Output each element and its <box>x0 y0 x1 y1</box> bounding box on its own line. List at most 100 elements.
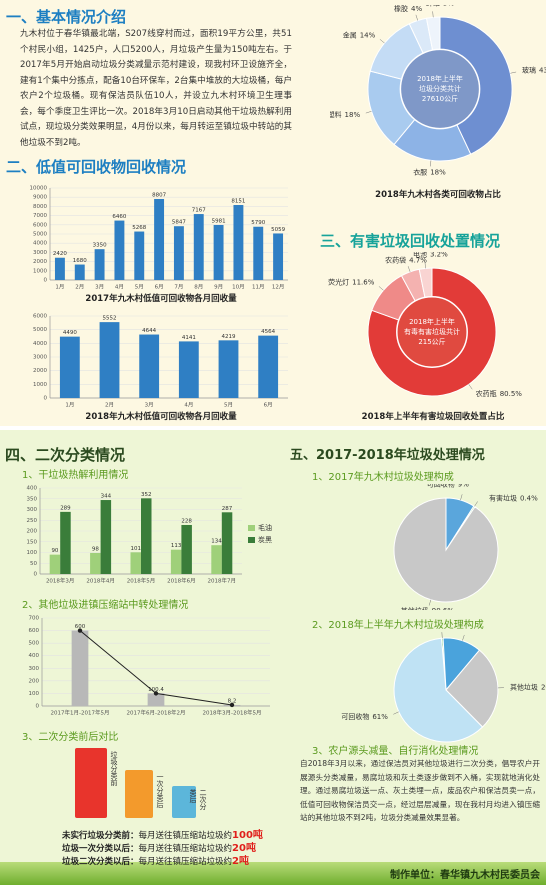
slice-value: 11.6% <box>352 278 375 286</box>
y-tick-label: 7000 <box>33 213 47 219</box>
leader-line <box>429 160 432 167</box>
chart-title: 2018年九木村低值可回收物各月回收量 <box>85 412 237 422</box>
slice-label: 金属 14% <box>343 30 376 39</box>
bar-chart: 0 1000 2000 3000 4000 5000 6000 7000 8000 9000 100… <box>30 186 288 291</box>
value-label: 4564 <box>261 329 275 335</box>
bar <box>233 205 244 280</box>
bar <box>71 630 89 706</box>
slice-value: 80.5% <box>500 390 523 398</box>
y-tick-label: 150 <box>27 539 38 545</box>
slice-category: 玻璃 <box>522 66 536 75</box>
bin-icon <box>125 770 153 818</box>
slice-value: 90.6% <box>432 607 455 610</box>
slice-value: 14% <box>360 31 376 39</box>
center-label: 2018年上半年 <box>417 74 463 83</box>
x-tick-label: 11月 <box>252 284 265 291</box>
x-tick-label: 9月 <box>214 284 223 291</box>
value-label: 134 <box>211 539 222 545</box>
chart-title: 2018年九木村各类可回收物占比 <box>375 190 501 200</box>
bar <box>134 231 145 280</box>
slice-label: 橡胶 4% <box>394 5 422 13</box>
bar <box>94 249 105 280</box>
y-tick-label: 0 <box>34 572 38 578</box>
value-label: 600 <box>75 624 86 630</box>
slice-category: 可回收物 <box>341 712 369 721</box>
bar-chart: 0 100 200 300 400 500 600 700 2017年1月-2017年5月 600… <box>29 616 270 717</box>
y-tick-label: 100 <box>27 550 38 556</box>
sub-title: 2、其他垃圾进镇压缩站中转处理情况 <box>22 600 189 611</box>
sub-title: 1、2017年九木村垃圾处理构成 <box>312 472 454 483</box>
y-tick-label: 1000 <box>33 382 47 388</box>
bin-icon <box>75 748 107 818</box>
trend-point <box>153 691 159 696</box>
value-label: 5981 <box>212 218 226 224</box>
comparison-unit: 吨 <box>245 843 256 854</box>
bar <box>213 224 224 280</box>
legend-swatch <box>248 537 255 543</box>
x-tick-label: 5月 <box>224 402 233 409</box>
bar <box>170 549 182 574</box>
x-tick-label: 2018年3月-2018年5月 <box>203 709 262 717</box>
x-tick-label: 3月 <box>95 284 104 291</box>
bar <box>59 336 80 398</box>
value-label: 8151 <box>231 199 245 205</box>
leader-line <box>468 384 473 390</box>
x-tick-label: 3月 <box>145 402 154 409</box>
closing-text: 自2018年3月以来，通过保洁员对其他垃圾进行二次分类，倡导农户开展源头分类减量… <box>300 759 540 822</box>
pie-slice <box>393 637 484 743</box>
y-tick-label: 2000 <box>33 368 47 374</box>
sub-title: 1、干垃圾热解利用情况 <box>22 470 129 481</box>
x-tick-label: 2月 <box>75 284 84 291</box>
pie-slice <box>445 649 499 728</box>
pie-chart: 玻璃43%衣服18%塑料18%金属14%橡胶4%纤维3%2018年上半年垃圾分类… <box>330 5 546 176</box>
pie-center <box>396 296 468 368</box>
bar <box>273 233 284 280</box>
value-label: 228 <box>181 518 192 524</box>
slice-category: 可回收物 <box>427 484 455 489</box>
bar <box>154 198 165 280</box>
value-label: 352 <box>141 492 152 498</box>
y-tick-label: 3000 <box>33 355 47 361</box>
x-tick-label: 1月 <box>65 402 74 409</box>
slice-label: 荧光灯 11.6% <box>328 277 375 286</box>
leader-line <box>378 286 384 291</box>
bar <box>147 693 165 706</box>
x-tick-label: 4月 <box>184 402 193 409</box>
bar <box>100 500 112 574</box>
comparison-amount: 20 <box>232 843 246 854</box>
x-tick-label: 4月 <box>115 284 124 291</box>
value-label: 4644 <box>142 328 156 334</box>
center-label: 有毒有害垃圾共计 <box>404 327 460 336</box>
bar <box>253 226 264 280</box>
value-label: 6460 <box>112 214 126 220</box>
leader-line <box>415 14 418 21</box>
comparison-amount: 2 <box>232 856 239 867</box>
x-tick-label: 2018年7月 <box>208 577 237 585</box>
x-tick-label: 6月 <box>155 284 164 291</box>
leader-line <box>474 501 478 507</box>
bin-label: 一次分类后 <box>156 773 164 808</box>
x-tick-label: 2018年3月 <box>46 577 75 585</box>
comparison-line: 未实行垃圾分类前：每月送往镇压缩站垃圾约100吨 <box>62 826 292 841</box>
value-label: 4219 <box>222 334 236 340</box>
divider <box>0 426 546 430</box>
slice-category: 荧光灯 <box>328 277 349 286</box>
slice-category: 塑料 <box>330 110 342 119</box>
y-tick-label: 4000 <box>33 241 47 247</box>
y-tick-label: 50 <box>30 561 37 567</box>
center-label: 垃圾分类共计 <box>419 84 461 93</box>
comparison-line: 垃圾一次分类以后：每月送往镇压缩站垃圾约20吨 <box>62 839 292 854</box>
value-label: 5790 <box>251 220 265 226</box>
slice-label: 可回收物 9% <box>427 484 469 489</box>
y-tick-label: 2000 <box>33 259 47 265</box>
x-tick-label: 12月 <box>272 284 285 291</box>
bar <box>173 226 184 280</box>
value-label: 100.4 <box>148 687 164 693</box>
comparison-text: 每月送往镇压缩站垃圾约 <box>138 844 233 854</box>
pie-center <box>399 48 481 130</box>
section-title: 二、低值可回收物回收情况 <box>6 158 187 176</box>
value-label: 101 <box>130 546 141 552</box>
bar <box>54 257 65 280</box>
bar <box>193 214 204 280</box>
